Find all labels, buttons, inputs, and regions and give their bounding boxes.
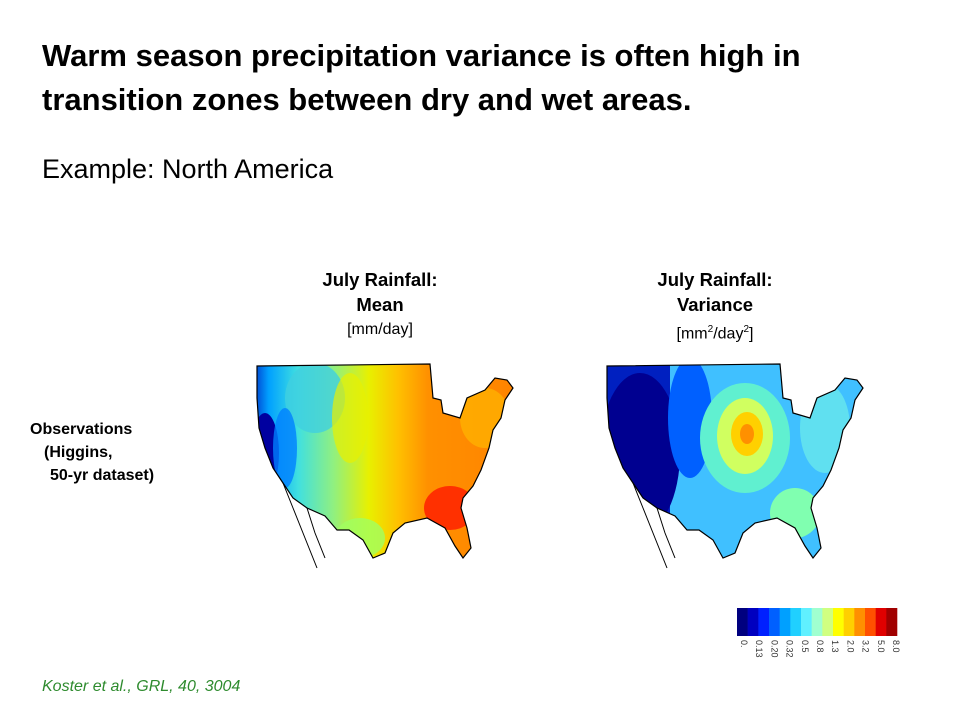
colorbar-swatch <box>865 608 876 636</box>
row-label-line1: Observations <box>30 421 133 438</box>
mean-unit: [mm/day] <box>347 321 413 338</box>
colorbar-tick-label: 0.5 <box>800 640 810 653</box>
colorbar-swatch <box>822 608 834 636</box>
slide-title: Warm season precipitation variance is of… <box>42 38 801 117</box>
colorbar-tick-label: 8.0 <box>891 640 901 653</box>
colorbar-swatch <box>758 608 770 636</box>
colorbar-swatch <box>801 608 812 636</box>
colorbar-swatch <box>833 608 844 636</box>
slide-subtitle: Example: North America <box>42 154 334 184</box>
row-label-line3: 50-yr dataset) <box>50 467 155 484</box>
mean-rainfall-map <box>256 363 514 569</box>
colorbar-swatch <box>747 608 759 636</box>
colorbar-tick-label: 0.20 <box>769 640 779 658</box>
colorbar-swatches <box>737 608 898 636</box>
mean-map-fill <box>257 364 513 558</box>
colorbar-tick-labels: 0. 0.13 0.20 0.32 0.5 0.8 1.3 2.0 3.2 5.0 8.0 <box>739 640 901 658</box>
colorbar-tick-label: 5.0 <box>876 640 886 653</box>
colorbar-swatch <box>737 608 748 636</box>
colorbar-swatch <box>779 608 791 636</box>
colorbar-swatch <box>854 608 866 636</box>
variance-panel-header: July Rainfall: Variance [mm2/day2] <box>615 267 815 346</box>
colorbar-tick-label: 0. <box>739 640 749 648</box>
colorbar-swatch <box>886 608 898 636</box>
colorbar-swatch <box>811 608 823 636</box>
citation: Koster et al., GRL, 40, 3004 <box>42 678 241 695</box>
colorbar-swatch <box>769 608 780 636</box>
mean-header-line1: July Rainfall: <box>322 269 438 290</box>
mean-panel-header: July Rainfall: Mean [mm/day] <box>280 267 480 342</box>
observations-row-label: Observations (Higgins, 50-yr dataset) <box>30 418 220 487</box>
colorbar-swatch <box>875 608 887 636</box>
colorbar-tick-label: 0.13 <box>754 640 764 658</box>
colorbar-swatch <box>843 608 855 636</box>
colorbar-tick-label: 1.3 <box>830 640 840 653</box>
colorbar-swatch <box>790 608 802 636</box>
variance-map-fill <box>607 364 863 558</box>
variance-rainfall-map <box>606 363 864 569</box>
variance-header-line2: Variance <box>676 294 754 315</box>
colorbar-tick-label: 3.2 <box>861 640 871 653</box>
variance-unit: [mm2/day2] <box>676 324 754 343</box>
colorbar-legend: 0. 0.13 0.20 0.32 0.5 0.8 1.3 2.0 3.2 5.0 8.0 <box>737 608 901 658</box>
variance-header-line1: July Rainfall: <box>657 269 773 290</box>
colorbar-tick-label: 0.8 <box>815 640 825 653</box>
row-label-line2: (Higgins, <box>44 444 113 461</box>
mean-header-line2: Mean <box>356 294 404 315</box>
colorbar-tick-label: 2.0 <box>845 640 855 653</box>
colorbar-tick-label: 0.32 <box>785 640 795 658</box>
